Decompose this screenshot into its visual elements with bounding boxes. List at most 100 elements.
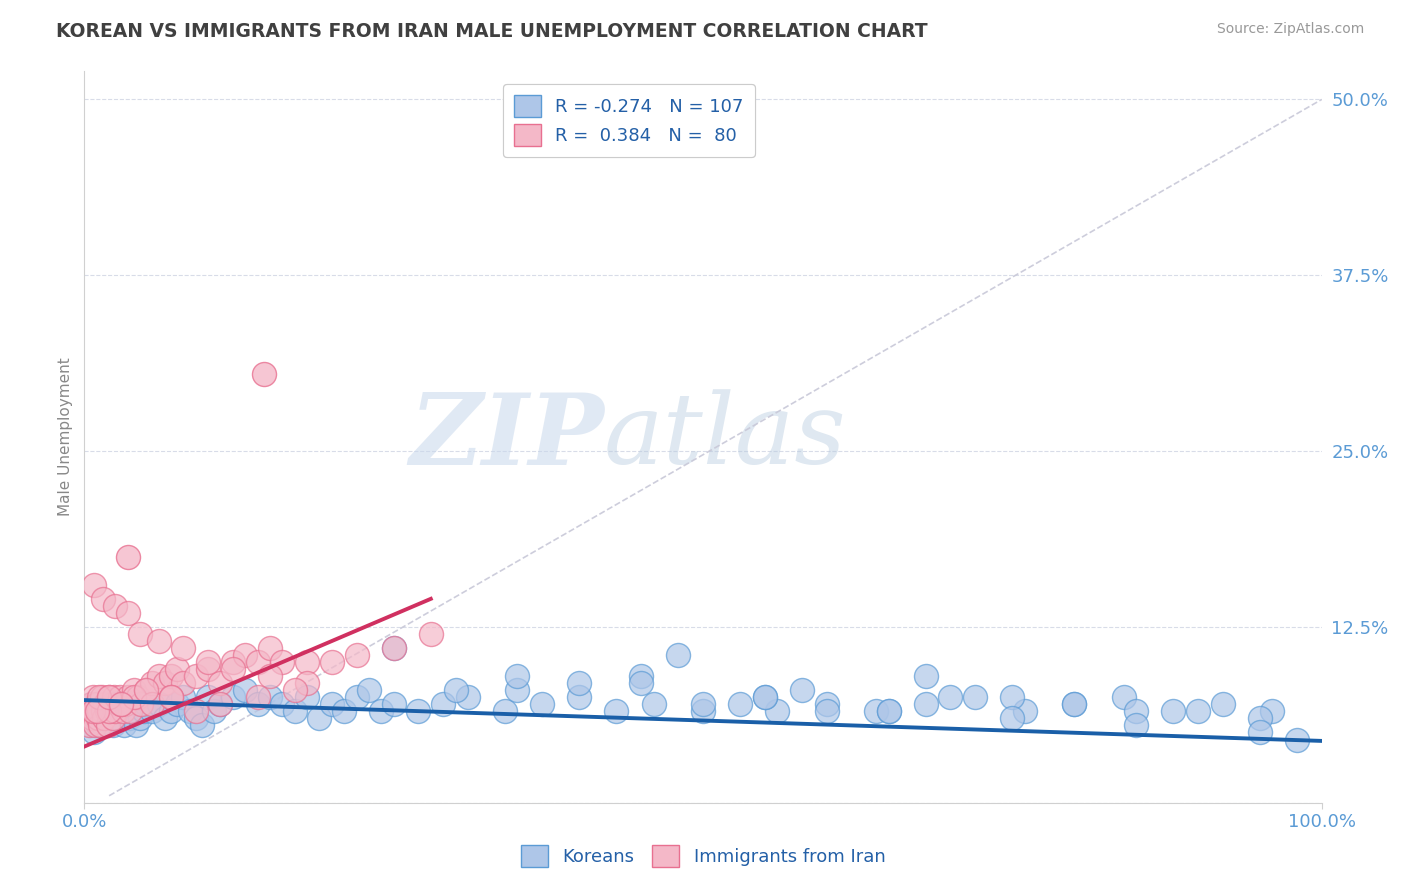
- Point: [94, 698, 117, 712]
- Point: [728, 698, 751, 712]
- Point: [125, 718, 148, 732]
- Point: [86, 698, 108, 712]
- Point: [79, 718, 101, 732]
- Point: [531, 698, 554, 712]
- Point: [153, 711, 176, 725]
- Point: [93, 711, 115, 725]
- Point: [87, 718, 110, 732]
- Point: [90, 690, 112, 705]
- Point: [815, 698, 838, 712]
- Point: [965, 690, 987, 705]
- Point: [89, 705, 111, 719]
- Point: [172, 690, 194, 705]
- Point: [630, 669, 652, 683]
- Point: [160, 690, 183, 705]
- Point: [166, 698, 188, 712]
- Point: [382, 641, 405, 656]
- Point: [110, 705, 132, 719]
- Point: [111, 705, 134, 719]
- Point: [494, 705, 516, 719]
- Point: [197, 690, 219, 705]
- Point: [110, 698, 132, 712]
- Text: atlas: atlas: [605, 390, 846, 484]
- Point: [790, 683, 813, 698]
- Point: [98, 690, 121, 705]
- Point: [321, 655, 343, 669]
- Point: [1125, 705, 1147, 719]
- Point: [914, 669, 936, 683]
- Point: [233, 648, 256, 662]
- Point: [284, 705, 307, 719]
- Point: [127, 690, 149, 705]
- Point: [141, 705, 163, 719]
- Point: [93, 711, 115, 725]
- Point: [110, 690, 132, 705]
- Point: [666, 648, 689, 662]
- Point: [1001, 690, 1024, 705]
- Point: [877, 705, 900, 719]
- Point: [197, 655, 219, 669]
- Point: [100, 698, 122, 712]
- Point: [82, 705, 104, 719]
- Point: [132, 705, 155, 719]
- Point: [77, 705, 100, 719]
- Point: [259, 690, 281, 705]
- Point: [754, 690, 776, 705]
- Point: [692, 698, 714, 712]
- Point: [1063, 698, 1085, 712]
- Point: [84, 718, 107, 732]
- Point: [346, 690, 368, 705]
- Point: [89, 711, 111, 725]
- Point: [419, 627, 441, 641]
- Point: [104, 599, 127, 613]
- Point: [118, 711, 141, 725]
- Point: [172, 676, 194, 690]
- Point: [117, 606, 139, 620]
- Point: [754, 690, 776, 705]
- Point: [91, 718, 114, 732]
- Point: [114, 698, 136, 712]
- Point: [122, 690, 145, 705]
- Point: [1112, 690, 1135, 705]
- Point: [184, 669, 207, 683]
- Point: [382, 698, 405, 712]
- Point: [1261, 705, 1284, 719]
- Point: [160, 669, 183, 683]
- Text: Source: ZipAtlas.com: Source: ZipAtlas.com: [1216, 22, 1364, 37]
- Point: [84, 705, 107, 719]
- Point: [209, 676, 232, 690]
- Point: [222, 662, 245, 676]
- Point: [197, 662, 219, 676]
- Point: [295, 690, 318, 705]
- Point: [97, 718, 120, 732]
- Point: [246, 655, 269, 669]
- Point: [370, 705, 392, 719]
- Point: [120, 705, 142, 719]
- Point: [233, 683, 256, 698]
- Point: [87, 711, 110, 725]
- Point: [110, 698, 132, 712]
- Point: [108, 698, 131, 712]
- Point: [865, 705, 887, 719]
- Point: [100, 705, 122, 719]
- Point: [1285, 732, 1308, 747]
- Point: [141, 676, 163, 690]
- Point: [89, 718, 111, 732]
- Point: [1014, 705, 1036, 719]
- Point: [295, 676, 318, 690]
- Point: [135, 683, 157, 698]
- Point: [104, 705, 127, 719]
- Legend: R = -0.274   N = 107, R =  0.384   N =  80: R = -0.274 N = 107, R = 0.384 N = 80: [503, 84, 755, 157]
- Point: [766, 705, 789, 719]
- Point: [432, 698, 454, 712]
- Point: [107, 698, 129, 712]
- Point: [82, 690, 104, 705]
- Point: [83, 578, 105, 592]
- Point: [1125, 718, 1147, 732]
- Point: [120, 705, 142, 719]
- Point: [129, 711, 152, 725]
- Point: [129, 698, 152, 712]
- Point: [605, 705, 627, 719]
- Point: [122, 683, 145, 698]
- Point: [135, 698, 157, 712]
